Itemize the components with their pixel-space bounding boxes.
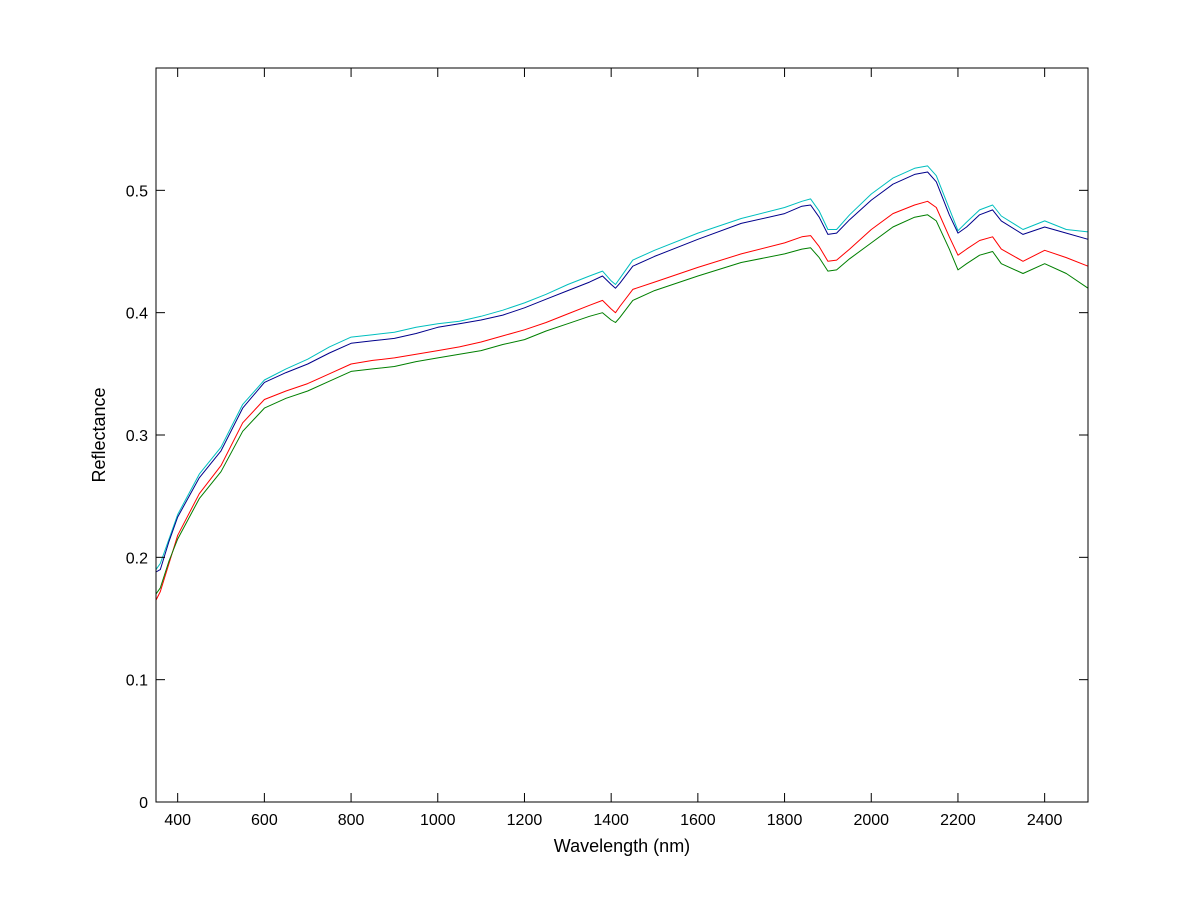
- y-tick-label: 0.2: [126, 550, 148, 567]
- x-tick-label: 1000: [420, 812, 456, 829]
- x-tick-label: 1400: [593, 812, 629, 829]
- plot-area: [156, 68, 1088, 802]
- tick-layer: 400 600 800 1000 1200 1400 1600 1800 2000 2200 240…: [126, 68, 1088, 829]
- series-line-3: [155, 200, 1089, 601]
- x-tick-label: 600: [251, 812, 278, 829]
- y-tick-label: 0.3: [126, 428, 148, 445]
- plot-frame: [155, 67, 1089, 803]
- x-tick-label: 2000: [853, 812, 889, 829]
- x-tick-label: 2400: [1027, 812, 1063, 829]
- x-axis-title: Wavelength (nm): [554, 836, 690, 856]
- y-tick-label: 0: [139, 795, 148, 812]
- series-line-1: [155, 165, 1089, 570]
- x-tick-label: 2200: [940, 812, 976, 829]
- series-line-4: [155, 214, 1089, 595]
- y-tick-label: 0.5: [126, 183, 148, 200]
- x-tick-label: 1200: [507, 812, 543, 829]
- y-tick-label: 0.1: [126, 673, 148, 690]
- x-tick-label: 1600: [680, 812, 716, 829]
- x-tick-label: 400: [164, 812, 191, 829]
- y-tick-label: 0.4: [126, 306, 148, 323]
- x-tick-label: 1800: [767, 812, 803, 829]
- series-line-2: [155, 171, 1089, 573]
- series-layer: [155, 165, 1089, 601]
- y-axis-title: Reflectance: [89, 387, 109, 482]
- x-tick-label: 800: [338, 812, 365, 829]
